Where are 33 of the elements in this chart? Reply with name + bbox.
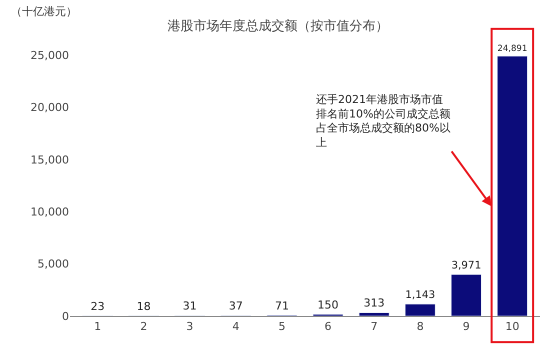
bar bbox=[358, 312, 390, 316]
y-tick-label: 15,000 bbox=[30, 153, 69, 166]
data-label: 313 bbox=[364, 296, 385, 310]
data-label: 1,143 bbox=[405, 289, 436, 302]
data-label: 3,971 bbox=[451, 260, 482, 272]
y-tick-label: 5,000 bbox=[38, 258, 69, 271]
x-tick-label: 5 bbox=[278, 320, 286, 334]
data-label: 24,891 bbox=[497, 44, 528, 54]
x-tick-label: 1 bbox=[94, 320, 102, 334]
x-tick-label: 8 bbox=[416, 320, 424, 334]
y-tick-label: 20,000 bbox=[30, 101, 69, 114]
chart-title: 港股市场年度总成交额（按市值分布） bbox=[168, 18, 388, 34]
y-axis-title: （十亿港元） bbox=[11, 5, 77, 18]
x-tick-label: 6 bbox=[324, 320, 332, 334]
data-label: 71 bbox=[274, 299, 289, 312]
bar bbox=[497, 56, 528, 316]
bar bbox=[404, 304, 436, 316]
x-tick-label: 4 bbox=[232, 320, 240, 334]
x-tick-label: 3 bbox=[186, 320, 194, 334]
data-label: 31 bbox=[182, 300, 197, 313]
data-label: 23 bbox=[90, 300, 105, 313]
bar bbox=[451, 274, 482, 316]
y-tick-label: 10,000 bbox=[30, 205, 69, 218]
x-tick-label: 7 bbox=[370, 320, 378, 334]
annotation: 还手2021年港股市场市值排名前10%的公司成交总额占全市场总成交额的80%以上 bbox=[316, 93, 450, 149]
data-label: 150 bbox=[318, 298, 339, 312]
x-tick-label: 2 bbox=[140, 320, 148, 334]
y-tick-label: 0 bbox=[62, 310, 69, 323]
x-tick-label: 10 bbox=[505, 320, 520, 334]
y-tick-label: 25,000 bbox=[30, 48, 69, 62]
data-label: 37 bbox=[228, 300, 243, 313]
x-tick-label: 9 bbox=[462, 320, 470, 334]
data-label: 18 bbox=[136, 300, 151, 313]
